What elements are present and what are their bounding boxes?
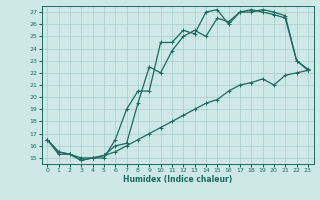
X-axis label: Humidex (Indice chaleur): Humidex (Indice chaleur)	[123, 175, 232, 184]
